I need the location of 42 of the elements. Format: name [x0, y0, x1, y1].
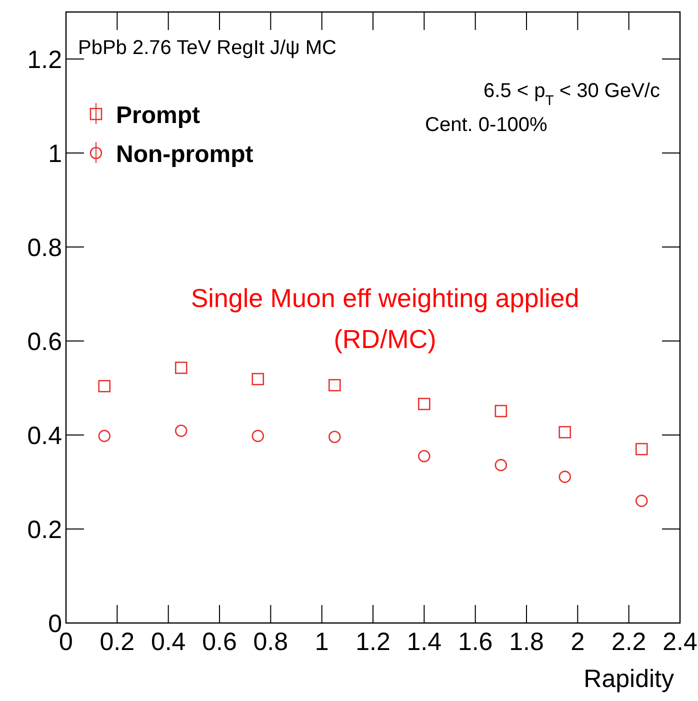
y-tick-label: 0.8: [27, 234, 62, 262]
x-tick-label: 1.4: [406, 628, 442, 656]
point: [558, 470, 572, 483]
x-tick-label: 0.8: [253, 628, 288, 656]
legend-label: Non-prompt: [116, 141, 254, 168]
y-tick-label: 0.4: [27, 422, 62, 450]
x-tick-label: 1.8: [509, 628, 544, 656]
x-tick-label: 2: [570, 628, 585, 656]
y-tick-label: 1.2: [27, 46, 62, 74]
point: [558, 426, 572, 438]
point: [635, 442, 648, 456]
annotation: PbPb 2.76 TeV RegIt J/ψ MC: [78, 37, 336, 59]
annotation: (RD/MC): [334, 324, 436, 354]
x-tick-label: 2.2: [611, 628, 646, 656]
y-tick-label: 1: [48, 140, 62, 168]
x-tick-label: 0.4: [150, 628, 186, 656]
x-tick-label: 0.2: [100, 628, 135, 656]
annotation: Cent. 0-100%: [425, 114, 548, 136]
point: [418, 398, 430, 410]
point: [494, 458, 508, 472]
x-tick-label: 1: [314, 628, 329, 656]
x-axis-title: Rapidity: [584, 665, 674, 693]
point: [98, 380, 111, 392]
x-tick-label: 1.6: [458, 628, 493, 656]
point: [252, 430, 264, 442]
point: [328, 430, 341, 444]
legend-label: Prompt: [116, 102, 200, 129]
point: [174, 362, 188, 374]
y-tick-label: 0.6: [27, 328, 62, 356]
point: [494, 404, 508, 418]
x-tick-label: 1.2: [356, 628, 390, 656]
point: [252, 372, 264, 386]
y-tick-label: 0.2: [27, 516, 62, 544]
point: [98, 430, 111, 442]
x-tick-label: 0.6: [202, 628, 237, 656]
point: [174, 424, 188, 437]
point: [418, 450, 430, 462]
x-tick-label: 2.4: [662, 628, 698, 656]
point: [635, 494, 648, 507]
point: [328, 379, 341, 392]
annotation: 6.5 < p$_{T}$ < 30 GeV/c: [484, 80, 660, 108]
annotation: Single Muon eff weighting applied: [190, 283, 580, 313]
